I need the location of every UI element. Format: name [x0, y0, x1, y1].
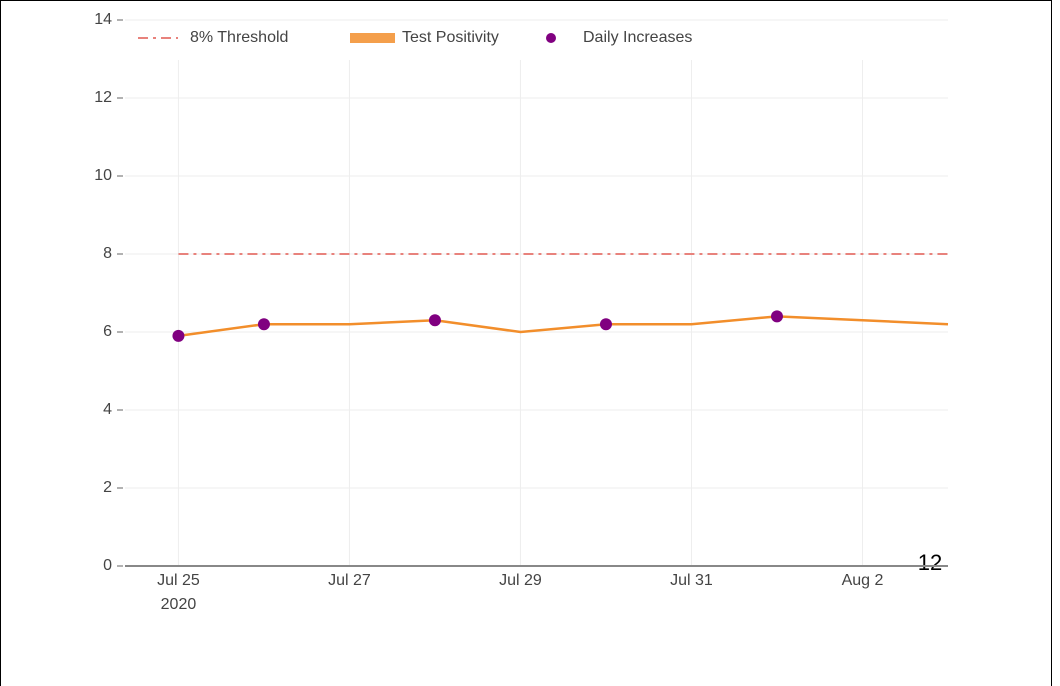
y-tick-label: 2 — [103, 479, 112, 496]
x-tick-label: Aug 2 — [842, 572, 884, 589]
y-tick-label: 4 — [103, 401, 112, 418]
y-tick-label: 8 — [103, 245, 112, 262]
y-tick-label: 0 — [103, 557, 112, 574]
data-line — [178, 315, 949, 338]
data-point — [428, 314, 441, 327]
data-point — [257, 318, 270, 331]
x-year-label: 2020 — [161, 596, 197, 613]
data-point — [599, 318, 612, 331]
x-tick-label: Jul 29 — [499, 572, 542, 589]
y-tick-label: 12 — [94, 89, 112, 106]
legend-label: Daily Increases — [583, 29, 692, 46]
y-tick-label: 14 — [94, 11, 112, 28]
y-tick-label: 6 — [103, 323, 112, 340]
page-number: 12 — [918, 550, 942, 575]
x-tick-label: Jul 25 — [157, 572, 200, 589]
legend-swatch — [350, 33, 395, 43]
y-tick-label: 10 — [94, 167, 112, 184]
legend-swatch — [546, 33, 556, 43]
legend-label: Test Positivity — [402, 29, 499, 46]
x-tick-label: Jul 31 — [670, 572, 713, 589]
legend-label: 8% Threshold — [190, 29, 288, 46]
data-point — [172, 329, 185, 342]
data-point — [770, 310, 783, 323]
x-tick-label: Jul 27 — [328, 572, 371, 589]
